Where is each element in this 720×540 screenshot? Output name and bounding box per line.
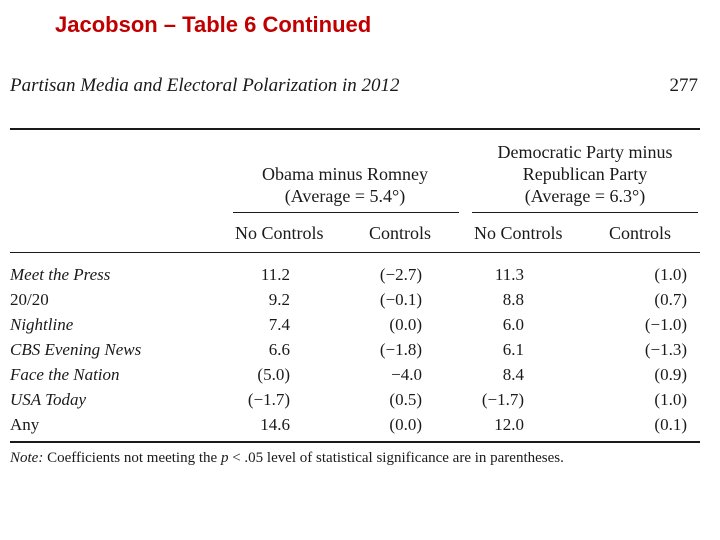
page-header: Partisan Media and Electoral Polarizatio…: [10, 75, 400, 96]
cell-party-controls: (0.7): [654, 290, 687, 309]
group-header-line2: Republican Party: [522, 164, 648, 184]
row-label: Any: [10, 415, 40, 434]
row-label: Nightline: [10, 315, 74, 334]
cell-party-controls: (0.9): [654, 365, 687, 384]
cell-party-no-controls: 8.4: [502, 365, 524, 384]
row-label: 20/20: [10, 290, 49, 309]
cell-obama-no-controls: (5.0): [257, 365, 290, 384]
table-note: Note: Coefficients not meeting the p < .…: [10, 450, 564, 467]
cell-obama-controls: −4.0: [391, 365, 422, 384]
table-row: CBS Evening News 6.6 (−1.8) 6.1 (−1.3): [0, 340, 720, 364]
cell-party-controls: (1.0): [654, 265, 687, 284]
note-text-before: Coefficients not meeting the: [47, 450, 218, 466]
row-label: USA Today: [10, 390, 87, 409]
cell-obama-controls: (0.5): [389, 390, 422, 409]
cell-obama-no-controls: (−1.7): [247, 390, 290, 409]
slide-title: Jacobson – Table 6 Continued: [55, 12, 372, 37]
table-row: 20/20 9.2 (−0.1) 8.8 (0.7): [0, 290, 720, 314]
column-header-controls-1: Controls: [369, 223, 432, 243]
table-row: Meet the Press 11.2 (−2.7) 11.3 (1.0): [0, 265, 720, 289]
table-row: Face the Nation (5.0) −4.0 8.4 (0.9): [0, 365, 720, 389]
group-header-line3: (Average = 6.3°): [524, 186, 646, 206]
cell-obama-controls: (−0.1): [379, 290, 422, 309]
group-header-line3: (Average = 5.4°): [284, 186, 406, 206]
group-header-line1: Democratic Party minus: [497, 142, 673, 162]
cell-obama-no-controls: 9.2: [268, 290, 290, 309]
column-header-no-controls-2: No Controls: [474, 223, 563, 243]
table-row: USA Today (−1.7) (0.5) (−1.7) (1.0): [0, 390, 720, 414]
table-row: Any 14.6 (0.0) 12.0 (0.1): [0, 415, 720, 439]
group-header-line1: Obama minus Romney: [262, 164, 428, 184]
cell-party-no-controls: 8.8: [502, 290, 524, 309]
page-number: 277: [669, 75, 699, 96]
cell-obama-no-controls: 6.6: [268, 340, 290, 359]
cell-obama-no-controls: 11.2: [260, 265, 290, 284]
row-label: Face the Nation: [10, 365, 120, 384]
column-header-controls-2: Controls: [609, 223, 672, 243]
note-p-variable: p: [220, 450, 229, 466]
table-top-rule: [10, 128, 700, 130]
cell-obama-controls: (0.0): [389, 415, 422, 434]
row-label: CBS Evening News: [10, 340, 142, 359]
cell-party-controls: (−1.3): [644, 340, 687, 359]
cell-obama-controls: (−2.7): [379, 265, 422, 284]
note-text-after: < .05 level of statistical significance …: [232, 450, 564, 466]
table-row: Nightline 7.4 (0.0) 6.0 (−1.0): [0, 315, 720, 339]
cell-party-no-controls: 11.3: [494, 265, 524, 284]
header-bottom-rule: [10, 252, 700, 253]
group-header-obama-romney: Obama minus Romney (Average = 5.4°): [230, 163, 460, 207]
cell-party-controls: (0.1): [654, 415, 687, 434]
cell-party-controls: (−1.0): [644, 315, 687, 334]
cell-party-no-controls: 6.0: [502, 315, 524, 334]
note-label: Note:: [10, 450, 44, 466]
cell-obama-controls: (−1.8): [379, 340, 422, 359]
cell-party-no-controls: (−1.7): [481, 390, 524, 409]
cell-party-no-controls: 12.0: [494, 415, 524, 434]
group-underline-1: [233, 212, 459, 213]
row-label: Meet the Press: [10, 265, 111, 284]
group-header-party: Democratic Party minus Republican Party …: [470, 141, 700, 207]
cell-obama-no-controls: 14.6: [260, 415, 290, 434]
group-underline-2: [472, 212, 698, 213]
cell-obama-controls: (0.0): [389, 315, 422, 334]
table-bottom-rule: [10, 441, 700, 443]
cell-party-controls: (1.0): [654, 390, 687, 409]
cell-party-no-controls: 6.1: [502, 340, 524, 359]
column-header-no-controls-1: No Controls: [235, 223, 324, 243]
cell-obama-no-controls: 7.4: [268, 315, 290, 334]
